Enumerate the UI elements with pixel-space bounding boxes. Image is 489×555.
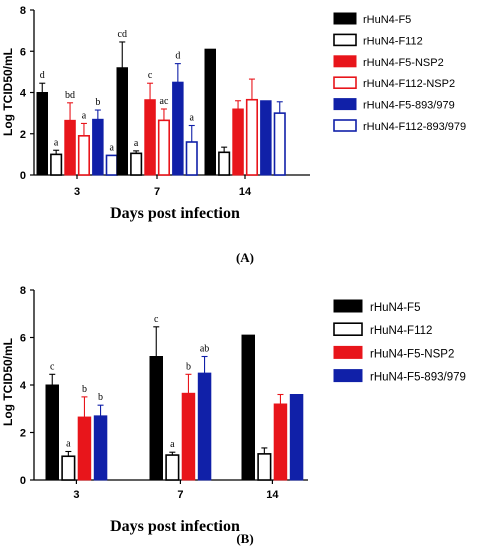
x-tick-label: 7 — [177, 489, 183, 501]
x-tick-label: 3 — [73, 489, 79, 501]
bar — [232, 108, 244, 176]
y-tick-label: 4 — [20, 88, 27, 100]
bar — [50, 153, 63, 176]
significance-label: b — [82, 384, 87, 395]
bar — [273, 112, 286, 176]
y-tick-label: 6 — [20, 46, 26, 58]
bar — [36, 92, 48, 176]
bar — [218, 151, 231, 176]
significance-label: ab — [200, 344, 209, 355]
legend-swatch — [333, 55, 357, 68]
significance-label: bd — [65, 90, 75, 101]
y-tick-label: 4 — [20, 380, 27, 392]
significance-label: b — [186, 361, 191, 372]
bar — [260, 100, 272, 176]
bar — [165, 454, 180, 481]
significance-label: a — [110, 142, 115, 153]
x-tick-label: 7 — [154, 186, 160, 198]
significance-label: c — [154, 314, 159, 325]
significance-label: a — [190, 113, 195, 124]
significance-label: c — [50, 361, 55, 372]
bar — [149, 356, 163, 481]
legend-label: rHuN4-F112 — [370, 325, 432, 337]
bar — [64, 119, 76, 176]
bar — [77, 135, 90, 176]
significance-label: a — [54, 137, 59, 148]
x-tick-label: 14 — [239, 186, 252, 198]
bar — [273, 403, 288, 481]
legend-swatch — [333, 119, 357, 132]
legend-label: rHuN4-F112 — [363, 35, 423, 47]
x-tick-label: 14 — [266, 489, 279, 501]
x-axis-label: Days post infection — [110, 205, 240, 222]
x-tick-label: 3 — [74, 186, 80, 198]
legend-swatch — [333, 345, 363, 359]
legend: rHuN4-F5 rHuN4-F112 rHuN4-F5-NSP2 rHuN4-F11… — [333, 12, 466, 133]
y-axis-label: Log TCID50/mL — [1, 48, 15, 136]
bar — [61, 455, 76, 481]
bar — [245, 98, 258, 176]
significance-label: cd — [118, 29, 127, 40]
y-tick-label: 6 — [20, 333, 26, 345]
legend-swatch — [333, 299, 363, 313]
bar — [45, 384, 59, 481]
legend-swatch — [333, 33, 357, 47]
bar — [172, 81, 184, 176]
y-tick-label: 0 — [20, 475, 26, 487]
bar — [105, 154, 118, 176]
bar — [204, 48, 216, 176]
significance-label: c — [148, 70, 153, 81]
legend-label: rHuN4-F5-NSP2 — [363, 57, 444, 69]
legend: rHuN4-F5 rHuN4-F112 rHuN4-F5-NSP2 rHuN4-F5-… — [333, 299, 466, 384]
legend-swatch — [333, 76, 357, 89]
significance-label: d — [175, 51, 180, 62]
y-axis-label: Log TCID50/mL — [1, 338, 15, 426]
bar — [185, 141, 198, 176]
legend-swatch — [333, 98, 357, 111]
legend-label: rHuN4-F5-893/979 — [363, 100, 455, 112]
bar — [157, 119, 170, 176]
bar — [116, 67, 128, 176]
panel-label: (A) — [236, 250, 254, 265]
bar — [241, 334, 255, 481]
legend-label: rHuN4-F5 — [363, 14, 411, 26]
panel-label: (B) — [236, 531, 253, 546]
bar — [257, 453, 272, 481]
significance-label: a — [82, 110, 87, 121]
legend-swatch — [333, 369, 363, 383]
bar — [130, 152, 143, 176]
bar — [92, 118, 104, 176]
y-tick-label: 2 — [20, 129, 26, 141]
bar — [289, 394, 304, 481]
y-tick-label: 8 — [20, 285, 26, 297]
bar — [77, 416, 92, 481]
y-tick-label: 0 — [20, 170, 26, 182]
bar — [197, 372, 212, 481]
legend-swatch — [333, 12, 357, 25]
legend-label: rHuN4-F112-NSP2 — [363, 78, 455, 90]
bar — [181, 392, 196, 481]
y-tick-label: 8 — [20, 5, 26, 17]
x-axis-label: Days post infection — [110, 518, 240, 535]
significance-label: d — [40, 70, 45, 81]
legend-label: rHuN4-F5-NSP2 — [370, 348, 454, 360]
legend-label: rHuN4-F112-893/979 — [363, 121, 466, 133]
legend-label: rHuN4-F5 — [370, 302, 420, 314]
bar — [93, 415, 108, 481]
significance-label: b — [98, 392, 103, 403]
legend-label: rHuN4-F5-893/979 — [370, 372, 466, 384]
significance-label: b — [95, 97, 100, 108]
significance-label: ac — [160, 96, 169, 107]
y-tick-label: 2 — [20, 428, 26, 440]
significance-label: a — [66, 439, 71, 450]
legend-swatch — [333, 322, 363, 337]
significance-label: a — [170, 439, 175, 450]
significance-label: a — [134, 138, 139, 149]
bar — [144, 99, 156, 176]
